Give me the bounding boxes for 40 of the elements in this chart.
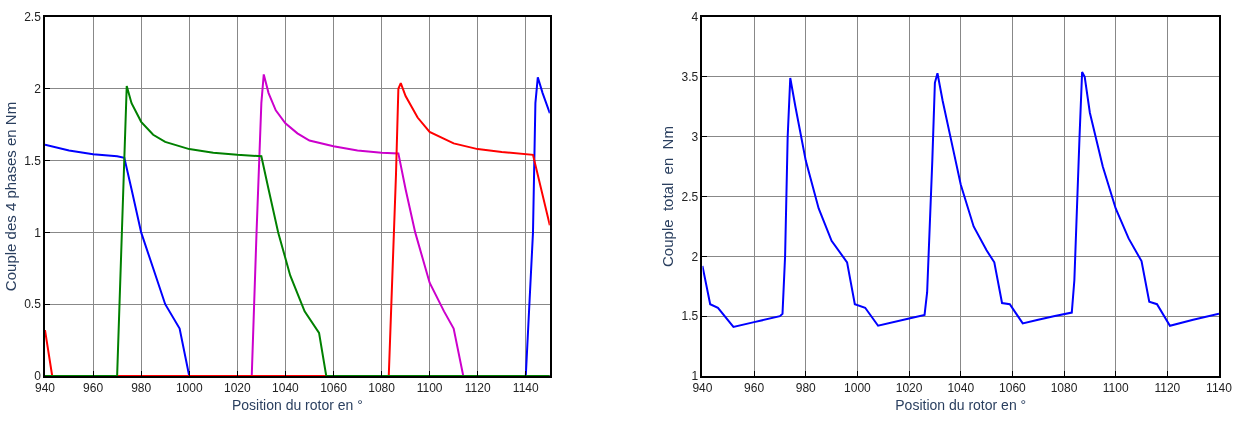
x-tick-label: 1040 — [947, 381, 975, 396]
x-tick-label: 1100 — [416, 381, 443, 396]
x-tick-label: 1000 — [175, 381, 203, 396]
x-tick-label: 1040 — [272, 381, 300, 396]
x-tick-label: 1140 — [1206, 381, 1233, 396]
x-tick-label: 1020 — [223, 381, 251, 396]
y-tick-label: 1 — [691, 369, 699, 384]
x-tick-label: 1060 — [999, 381, 1027, 396]
x-tick-label: 1000 — [844, 381, 872, 396]
x-axis-title: Position du rotor en ° — [231, 396, 363, 413]
x-tick-label: 960 — [83, 381, 104, 396]
y-tick-label: 2.5 — [681, 189, 699, 204]
x-tick-label: 980 — [795, 381, 817, 396]
y-tick-label: 2 — [691, 249, 699, 264]
line-series — [702, 71, 1219, 328]
x-tick-label: 960 — [744, 381, 765, 396]
x-tick-label: 1080 — [368, 381, 396, 396]
x-tick-label: 1140 — [512, 381, 539, 396]
x-tick-label: 940 — [34, 381, 56, 396]
y-tick-label: 3 — [691, 129, 699, 144]
x-tick-label: 980 — [131, 381, 152, 396]
x-tick-label: 1100 — [1102, 381, 1129, 396]
y-axis-title: Couple total en Nm — [659, 126, 677, 267]
x-axis-title: Position du rotor en ° — [895, 396, 1027, 413]
y-tick-label: 3.5 — [681, 70, 699, 85]
x-tick-label: 1120 — [1154, 381, 1181, 396]
x-tick-label: 1060 — [320, 381, 348, 396]
y-axis-title: Couple des 4 phases en Nm — [1, 101, 19, 292]
y-tick-label: 2.5 — [24, 10, 42, 25]
x-tick-label: 940 — [692, 381, 713, 396]
y-tick-label: 0 — [34, 369, 42, 384]
y-tick-label: 0.5 — [24, 297, 42, 312]
y-tick-label: 1.5 — [681, 309, 699, 324]
y-tick-label: 1.5 — [24, 153, 42, 168]
y-tick-label: 4 — [691, 10, 699, 25]
y-tick-label: 2 — [34, 82, 42, 96]
y-tick-label: 1 — [34, 225, 42, 240]
x-tick-label: 1020 — [895, 381, 923, 396]
x-tick-label: 1120 — [464, 381, 491, 396]
x-tick-label: 1080 — [1050, 381, 1078, 396]
